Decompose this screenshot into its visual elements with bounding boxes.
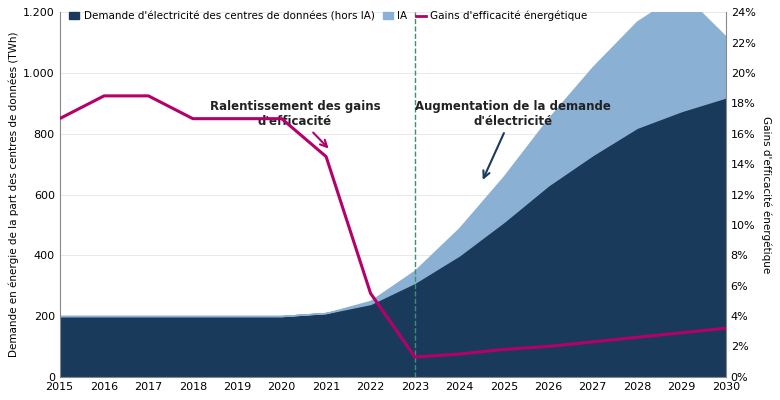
Text: Augmentation de la demande
d'électricité: Augmentation de la demande d'électricité — [415, 100, 611, 178]
Legend: Demande d'électricité des centres de données (hors IA), IA, Gains d'efficacité é: Demande d'électricité des centres de don… — [65, 7, 592, 26]
Y-axis label: Demande en énergie de la part des centres de données (TWh): Demande en énergie de la part des centre… — [9, 32, 19, 357]
Y-axis label: Gains d'efficacité énergétique: Gains d'efficacité énergétique — [761, 116, 771, 273]
Text: Ralentissement des gains
d'efficacité: Ralentissement des gains d'efficacité — [210, 100, 381, 147]
